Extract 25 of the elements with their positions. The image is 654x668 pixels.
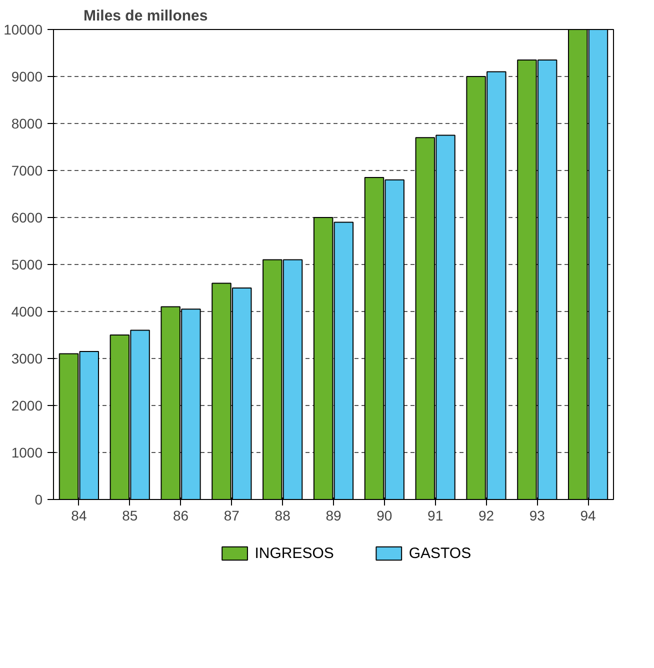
x-tick-label: 89 [326,508,342,524]
y-tick-label: 2000 [11,398,43,414]
x-tick-label: 84 [71,508,87,524]
y-tick-label: 5000 [11,256,43,272]
y-tick-label: 10000 [4,22,43,38]
y-tick-label: 3000 [11,350,43,366]
y-tick-label: 0 [34,492,43,508]
x-tick-label: 93 [529,508,546,524]
x-tick-label: 88 [274,508,291,524]
legend-label: INGRESOS [254,545,334,562]
x-tick-label: 86 [172,508,189,524]
y-tick-label: 4000 [11,304,43,320]
y-tick-label: 7000 [11,162,43,178]
y-tick-label: 9000 [11,68,43,84]
x-tick-label: 87 [224,508,240,524]
y-axis-title: Miles de millones [84,8,208,24]
x-tick-label: 85 [122,508,138,524]
x-tick-label: 94 [580,508,596,524]
y-tick-label: 1000 [11,444,43,460]
legend-label: GASTOS [408,545,472,562]
y-tick-label: 6000 [11,210,43,226]
x-tick-label: 90 [376,508,392,524]
x-tick-label: 92 [478,508,494,524]
y-tick-label: 8000 [11,116,43,132]
x-tick-label: 91 [428,508,444,524]
